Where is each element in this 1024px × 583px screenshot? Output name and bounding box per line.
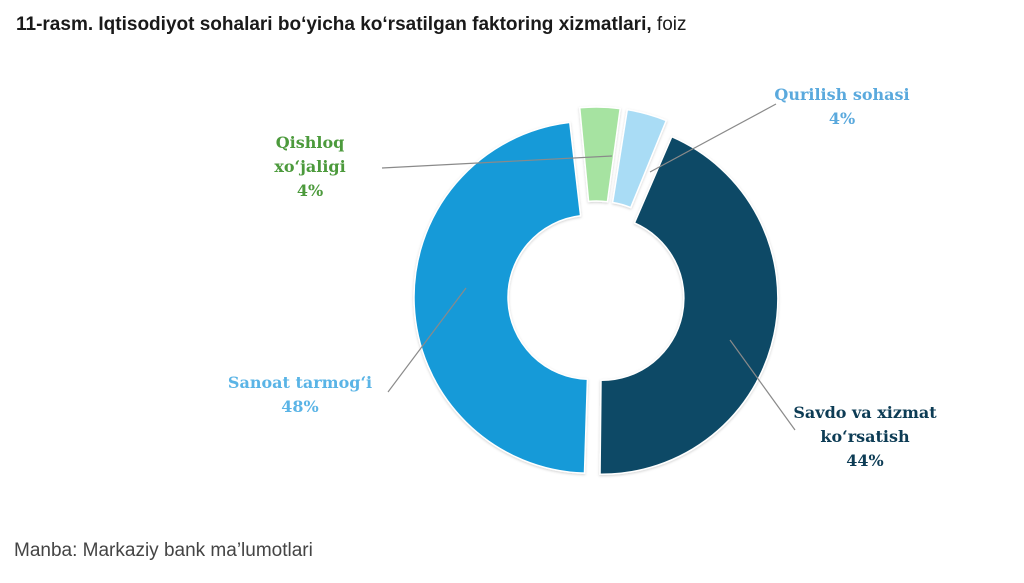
slice-category-label-3: Savdo va xizmat — [793, 403, 937, 422]
chart-title-unit: foiz — [656, 14, 687, 35]
slice-value-label-3: 44% — [846, 451, 883, 470]
slice-category-label-3: ko‘rsatish — [820, 427, 910, 446]
slice-category-label-1: xo‘jaligi — [274, 157, 345, 176]
chart-title-main: 11-rasm. Iqtisodiyot sohalari bo‘yicha k… — [16, 14, 652, 35]
slice-category-label-1: Qishloq — [276, 133, 345, 152]
leader-line-3 — [729, 339, 796, 431]
slice-category-label-4: Sanoat tarmog‘i — [228, 373, 372, 392]
slice-4 — [413, 121, 589, 474]
leader-line-1 — [381, 155, 613, 169]
slice-value-label-2: 4% — [829, 109, 855, 128]
slice-value-label-4: 48% — [281, 397, 318, 416]
slice-2 — [611, 108, 668, 209]
source-note: Manba: Markaziy bank ma’lumotlari — [14, 540, 313, 561]
leader-line-2 — [649, 103, 777, 173]
slice-value-label-1: 4% — [297, 181, 323, 200]
slice-3 — [599, 135, 779, 475]
chart-title: 11-rasm. Iqtisodiyot sohalari bo‘yicha k… — [16, 14, 687, 36]
slice-1 — [578, 106, 622, 203]
leader-line-4 — [387, 287, 467, 393]
slice-category-label-2: Qurilish sohasi — [774, 85, 909, 104]
